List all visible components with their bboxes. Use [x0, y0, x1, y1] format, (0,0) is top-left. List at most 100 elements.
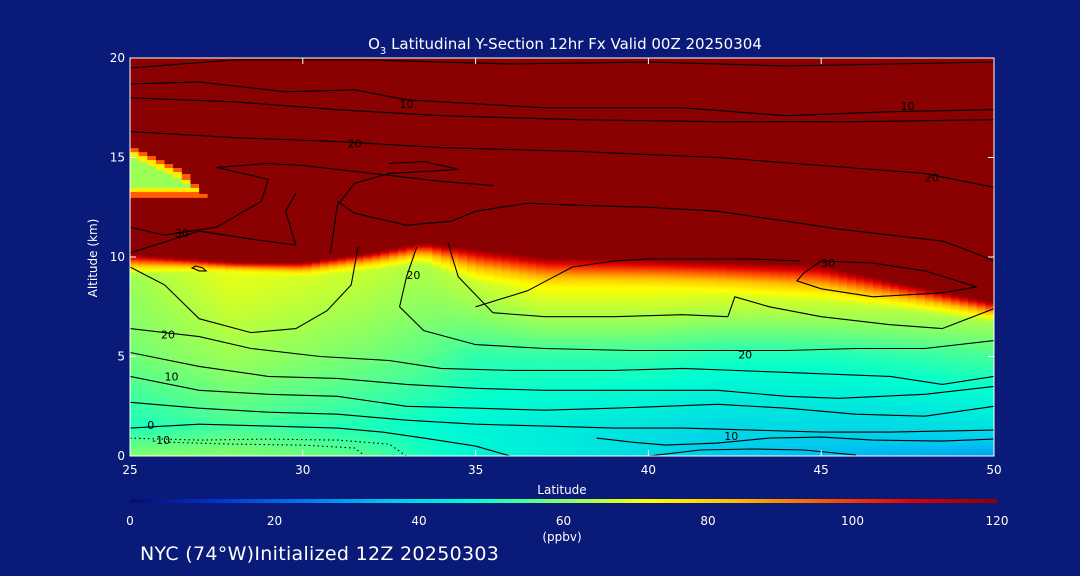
- field-cell: [328, 330, 338, 334]
- field-cell: [285, 282, 295, 286]
- field-cell: [181, 342, 192, 346]
- field-cell: [199, 155, 209, 159]
- field-cell: [294, 77, 304, 81]
- field-cell: [311, 436, 321, 439]
- field-cell: [328, 432, 338, 435]
- field-cell: [276, 364, 287, 368]
- field-cell: [190, 101, 200, 105]
- field-cell: [164, 161, 174, 165]
- field-cell: [242, 360, 252, 364]
- field-cell: [138, 137, 148, 141]
- field-cell: [181, 446, 192, 449]
- field-cell: [250, 107, 261, 111]
- field-cell: [164, 454, 174, 456]
- field-cell: [328, 342, 338, 346]
- field-cell: [216, 430, 226, 433]
- field-cell: [242, 249, 252, 252]
- field-cell: [328, 308, 338, 312]
- field-cell: [216, 93, 226, 97]
- field-cell: [285, 410, 295, 413]
- field-cell: [242, 109, 252, 113]
- field-cell: [233, 141, 243, 145]
- field-cell: [294, 175, 304, 178]
- field-cell: [225, 137, 235, 141]
- field-cell: [130, 113, 140, 117]
- field-cell: [242, 143, 252, 147]
- field-cell: [302, 284, 313, 288]
- field-cell: [216, 127, 226, 131]
- field-cell: [138, 113, 148, 117]
- field-cell: [233, 119, 243, 123]
- field-cell: [302, 438, 313, 441]
- field-cell: [250, 262, 261, 266]
- field-cell: [302, 402, 313, 405]
- field-cell: [250, 400, 261, 403]
- field-cell: [250, 105, 261, 109]
- field-cell: [138, 436, 148, 439]
- field-cell: [181, 151, 192, 155]
- field-cell: [155, 229, 166, 232]
- field-cell: [164, 400, 174, 403]
- field-cell: [328, 177, 338, 180]
- field-cell: [225, 127, 235, 131]
- field-cell: [130, 143, 140, 147]
- field-cell: [225, 65, 235, 69]
- field-cell: [190, 280, 200, 284]
- field-cell: [207, 171, 217, 175]
- field-cell: [328, 420, 338, 423]
- field-cell: [181, 71, 192, 75]
- field-cell: [199, 296, 209, 300]
- field-cell: [259, 422, 269, 425]
- field-cell: [268, 217, 278, 220]
- field-cell: [268, 67, 278, 71]
- field-cell: [250, 155, 261, 159]
- field-cell: [190, 352, 200, 356]
- field-cell: [328, 398, 338, 401]
- field-cell: [250, 362, 261, 366]
- field-cell: [328, 125, 338, 129]
- field-cell: [233, 189, 243, 192]
- field-cell: [225, 81, 235, 85]
- field-cell: [268, 145, 278, 149]
- field-cell: [250, 67, 261, 71]
- field-cell: [190, 215, 200, 218]
- field-cell: [207, 93, 217, 97]
- field-cell: [311, 241, 321, 244]
- field-cell: [138, 358, 148, 362]
- field-cell: [155, 213, 166, 216]
- field-cell: [250, 386, 261, 389]
- field-cell: [311, 372, 321, 376]
- field-cell: [285, 450, 295, 453]
- field-cell: [233, 374, 243, 377]
- field-cell: [259, 209, 269, 212]
- field-cell: [320, 338, 330, 342]
- field-cell: [302, 454, 313, 456]
- field-cell: [147, 255, 157, 258]
- field-cell: [268, 209, 278, 212]
- field-cell: [155, 450, 166, 453]
- field-cell: [138, 286, 148, 290]
- field-cell: [233, 185, 243, 188]
- field-cell: [216, 428, 226, 431]
- field-cell: [216, 215, 226, 218]
- field-cell: [173, 125, 183, 129]
- field-cell: [130, 290, 140, 294]
- field-cell: [155, 364, 166, 368]
- field-cell: [147, 129, 157, 133]
- field-cell: [138, 127, 148, 131]
- field-cell: [216, 310, 226, 314]
- field-cell: [216, 288, 226, 292]
- field-cell: [268, 332, 278, 336]
- field-cell: [242, 276, 252, 280]
- field-cell: [155, 197, 166, 200]
- field-cell: [276, 422, 287, 425]
- field-cell: [199, 372, 209, 376]
- field-cell: [320, 314, 330, 318]
- field-cell: [259, 432, 269, 435]
- field-cell: [294, 207, 304, 210]
- field-cell: [225, 201, 235, 204]
- field-cell: [207, 366, 217, 370]
- field-cell: [302, 137, 313, 141]
- field-cell: [138, 428, 148, 431]
- field-cell: [233, 219, 243, 222]
